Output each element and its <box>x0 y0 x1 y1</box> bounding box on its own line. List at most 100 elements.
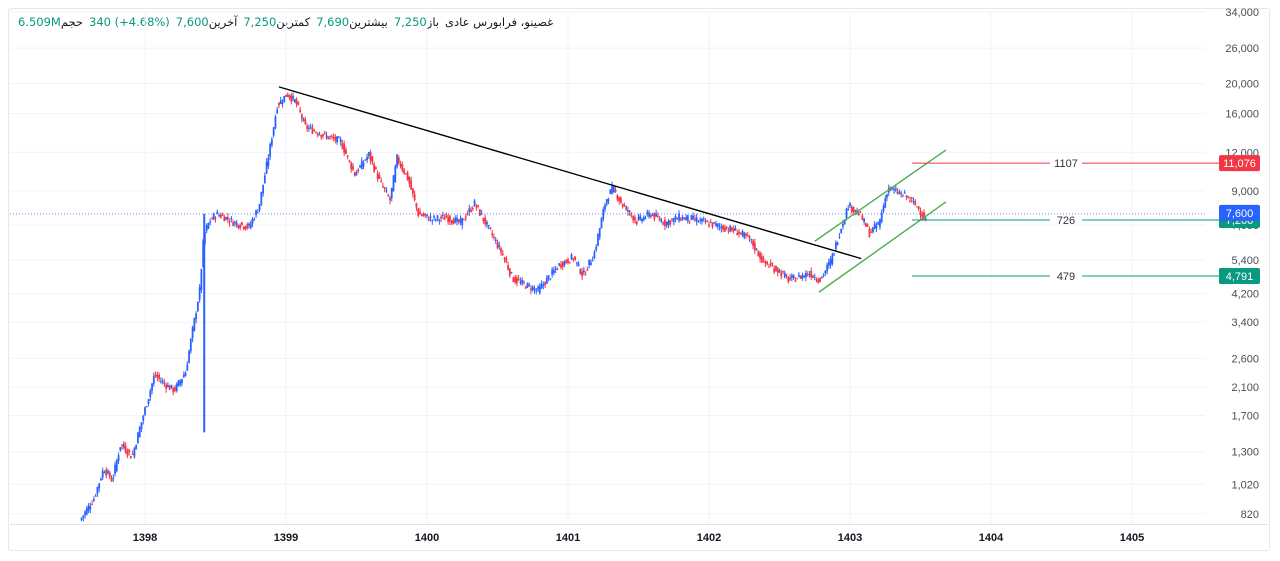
level-badge-text: 11,076 <box>1223 158 1256 170</box>
candle-body <box>235 222 238 225</box>
candle-body <box>84 511 86 516</box>
candle-body <box>475 206 478 208</box>
candle-body <box>748 235 751 239</box>
candle-body <box>443 217 446 220</box>
candle-body <box>521 279 524 284</box>
candle-body <box>508 268 511 276</box>
candle-body <box>367 152 370 156</box>
candle-body <box>322 133 324 137</box>
y-tick-label: 3,400 <box>1231 317 1259 329</box>
candle-body <box>306 125 309 129</box>
candle-body <box>909 200 911 202</box>
candle-body <box>179 380 182 385</box>
candle-body <box>729 225 732 232</box>
candle-body <box>634 217 636 221</box>
candle-body <box>394 166 397 182</box>
candle-body <box>764 260 767 264</box>
candle-body <box>329 136 331 138</box>
candle-body <box>880 212 883 223</box>
candle-body <box>376 173 379 180</box>
candle-body <box>683 218 686 220</box>
candle-body <box>845 208 848 219</box>
candle-body <box>145 406 148 408</box>
candle-body <box>611 185 613 194</box>
candle-body <box>161 381 164 383</box>
candle-body <box>850 206 853 212</box>
candle-body <box>731 227 733 230</box>
candle-body <box>824 270 827 274</box>
candle-body <box>382 185 384 187</box>
legend-volume-value: 6.509M <box>18 15 61 29</box>
candle-body <box>205 225 208 231</box>
candle-body <box>591 260 594 262</box>
candle-body <box>588 259 591 266</box>
price-axis[interactable]: 820 1,020 1,300 1,700 2,100 2,600 3,400 4,200 5,… <box>1225 7 1259 521</box>
y-tick-label: 1,700 <box>1231 411 1259 423</box>
x-tick-label: 1405 <box>1120 532 1144 544</box>
candle-body <box>907 196 910 198</box>
candle-body <box>325 135 328 138</box>
candle-body <box>124 445 127 453</box>
candle-body <box>110 478 113 482</box>
candle-body <box>297 102 300 105</box>
candle-body <box>82 515 85 518</box>
candle-body <box>107 470 109 473</box>
candle-body <box>688 220 691 222</box>
candle-body <box>706 220 709 222</box>
candle-body <box>144 407 146 415</box>
candle-body <box>263 175 266 184</box>
candle-body <box>380 180 383 182</box>
candle-body <box>736 233 739 236</box>
candle-body <box>339 139 342 143</box>
candle-body <box>452 220 455 225</box>
candle-body <box>894 188 897 191</box>
candle-body <box>387 195 390 197</box>
trendline-channel-upper <box>814 149 947 242</box>
time-axis[interactable]: 1398 1399 1400 1401 1402 1403 1404 1405 <box>133 532 1144 544</box>
candle-body <box>265 161 268 174</box>
candle-body <box>350 162 353 170</box>
candle-body <box>468 208 471 213</box>
candle-body <box>612 186 615 193</box>
candle-body <box>877 222 880 225</box>
candle-body <box>343 143 346 153</box>
candle-body <box>882 206 885 212</box>
candle-body <box>320 135 323 138</box>
candle-body <box>415 203 418 208</box>
candle-body <box>590 262 592 266</box>
candle-body <box>753 242 756 251</box>
legend-high-label: بیشترین <box>349 15 388 29</box>
candle-body <box>656 215 659 217</box>
candle-body <box>859 211 862 213</box>
candle-body <box>293 99 296 102</box>
candle-body <box>285 94 287 97</box>
level-label: 1107 <box>1054 158 1078 170</box>
candle-body <box>156 374 159 378</box>
candle-body <box>840 228 843 233</box>
candle-body <box>188 350 190 363</box>
candle-body <box>480 213 483 215</box>
candle-body <box>658 218 661 221</box>
candle-body <box>619 197 622 203</box>
candle-body <box>581 271 583 277</box>
candle-body <box>473 200 476 207</box>
candle-body <box>226 217 229 220</box>
candle-body <box>189 338 192 352</box>
candle-body <box>903 192 906 194</box>
candle-body <box>829 258 832 266</box>
candle-body <box>454 217 457 223</box>
candle-body <box>214 217 217 219</box>
candle-body <box>739 232 742 234</box>
candle-body <box>685 217 687 220</box>
legend-volume-label: حجم <box>60 15 84 29</box>
legend-change: 340 (+4.68%) <box>89 15 170 29</box>
candle-body <box>540 283 543 289</box>
candle-body <box>103 472 106 474</box>
candle-body <box>186 364 189 371</box>
candle-body <box>332 136 335 139</box>
candle-body <box>727 230 730 232</box>
candle-body <box>249 223 252 229</box>
legend-open-value: 7,250 <box>393 15 427 29</box>
candle-body <box>202 240 205 267</box>
